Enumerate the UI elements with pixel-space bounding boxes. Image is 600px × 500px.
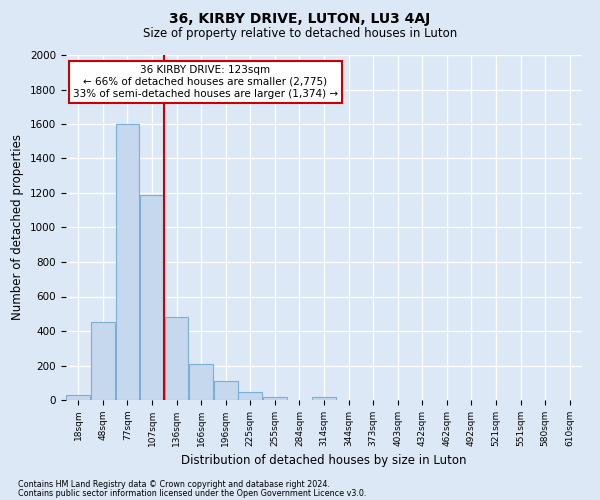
Bar [312, 396, 336, 400]
Bar [189, 364, 213, 400]
Bar [91, 322, 115, 400]
Bar [164, 317, 188, 400]
Bar [140, 194, 164, 400]
X-axis label: Distribution of detached houses by size in Luton: Distribution of detached houses by size … [181, 454, 467, 468]
Bar [214, 381, 238, 400]
Text: Contains public sector information licensed under the Open Government Licence v3: Contains public sector information licen… [18, 489, 367, 498]
Text: 36, KIRBY DRIVE, LUTON, LU3 4AJ: 36, KIRBY DRIVE, LUTON, LU3 4AJ [169, 12, 431, 26]
Y-axis label: Number of detached properties: Number of detached properties [11, 134, 25, 320]
Text: 36 KIRBY DRIVE: 123sqm
← 66% of detached houses are smaller (2,775)
33% of semi-: 36 KIRBY DRIVE: 123sqm ← 66% of detached… [73, 66, 338, 98]
Bar [67, 395, 90, 400]
Bar [116, 124, 139, 400]
Bar [263, 398, 287, 400]
Text: Contains HM Land Registry data © Crown copyright and database right 2024.: Contains HM Land Registry data © Crown c… [18, 480, 330, 489]
Bar [238, 392, 262, 400]
Text: Size of property relative to detached houses in Luton: Size of property relative to detached ho… [143, 28, 457, 40]
